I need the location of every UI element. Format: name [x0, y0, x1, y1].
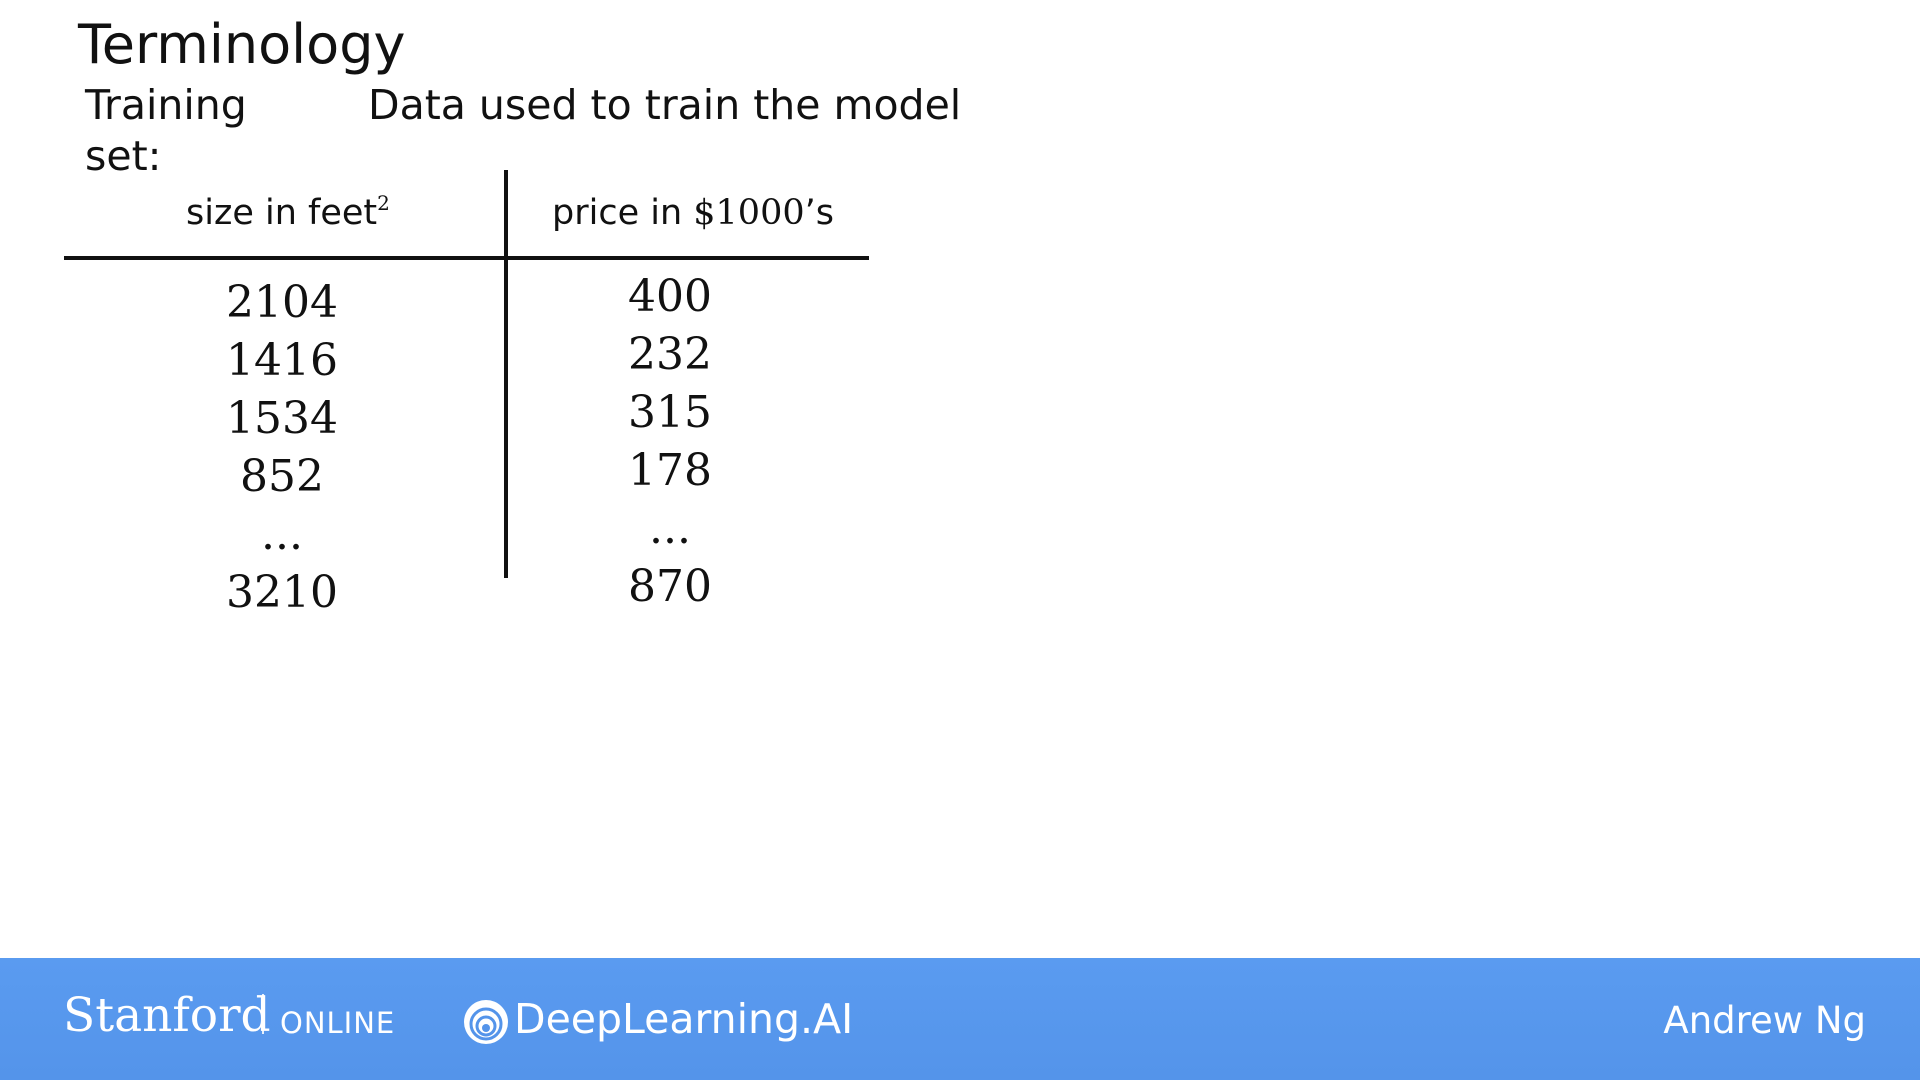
size-cell: 3210: [226, 567, 338, 618]
logo-divider: [262, 994, 264, 1034]
size-cell: 1416: [226, 335, 338, 386]
price-header-unit: $1000: [693, 193, 805, 233]
price-header-suffix: ’s: [804, 193, 834, 233]
price-cell: 178: [628, 445, 712, 496]
size-cell-ellipsis: ...: [261, 509, 303, 560]
term-definition: Data used to train the model: [368, 81, 962, 129]
deeplearning-ai-logo-text: DeepLearning.AI: [514, 995, 854, 1043]
header-divider-line: [64, 256, 869, 260]
price-cell-ellipsis: ...: [649, 503, 691, 554]
size-cell: 852: [240, 451, 324, 502]
price-column-header: price in $1000’s: [552, 192, 834, 234]
size-header-text: size in feet: [186, 193, 378, 233]
training-set-table: size in feet2 price in $1000’s 2104 1416…: [64, 170, 869, 630]
presenter-name: Andrew Ng: [1663, 999, 1866, 1042]
size-header-superscript: 2: [377, 191, 390, 215]
term-label: Training set:: [85, 81, 247, 180]
size-cell: 1534: [226, 393, 338, 444]
price-cell: 870: [628, 561, 712, 612]
size-cell: 2104: [226, 277, 338, 328]
slide: Terminology Training set: Data used to t…: [64, 13, 962, 630]
online-logo-text: ONLINE: [280, 1006, 396, 1040]
footer-bar: Stanford ONLINE DeepLearning.AI Andrew N…: [0, 958, 1920, 1080]
size-column-header: size in feet2: [186, 192, 390, 234]
size-column: 2104 1416 1534 852 ... 3210: [182, 274, 382, 622]
price-cell: 315: [628, 387, 712, 438]
price-header-text: price in: [552, 193, 694, 233]
slide-title: Terminology: [78, 13, 406, 76]
price-cell: 232: [628, 329, 712, 380]
column-divider-line: [504, 170, 508, 578]
price-cell: 400: [628, 271, 712, 322]
price-column: 400 232 315 178 ... 870: [570, 268, 770, 616]
stanford-logo-text: Stanford: [63, 988, 271, 1043]
deeplearning-ai-logo-icon: [464, 1000, 508, 1044]
